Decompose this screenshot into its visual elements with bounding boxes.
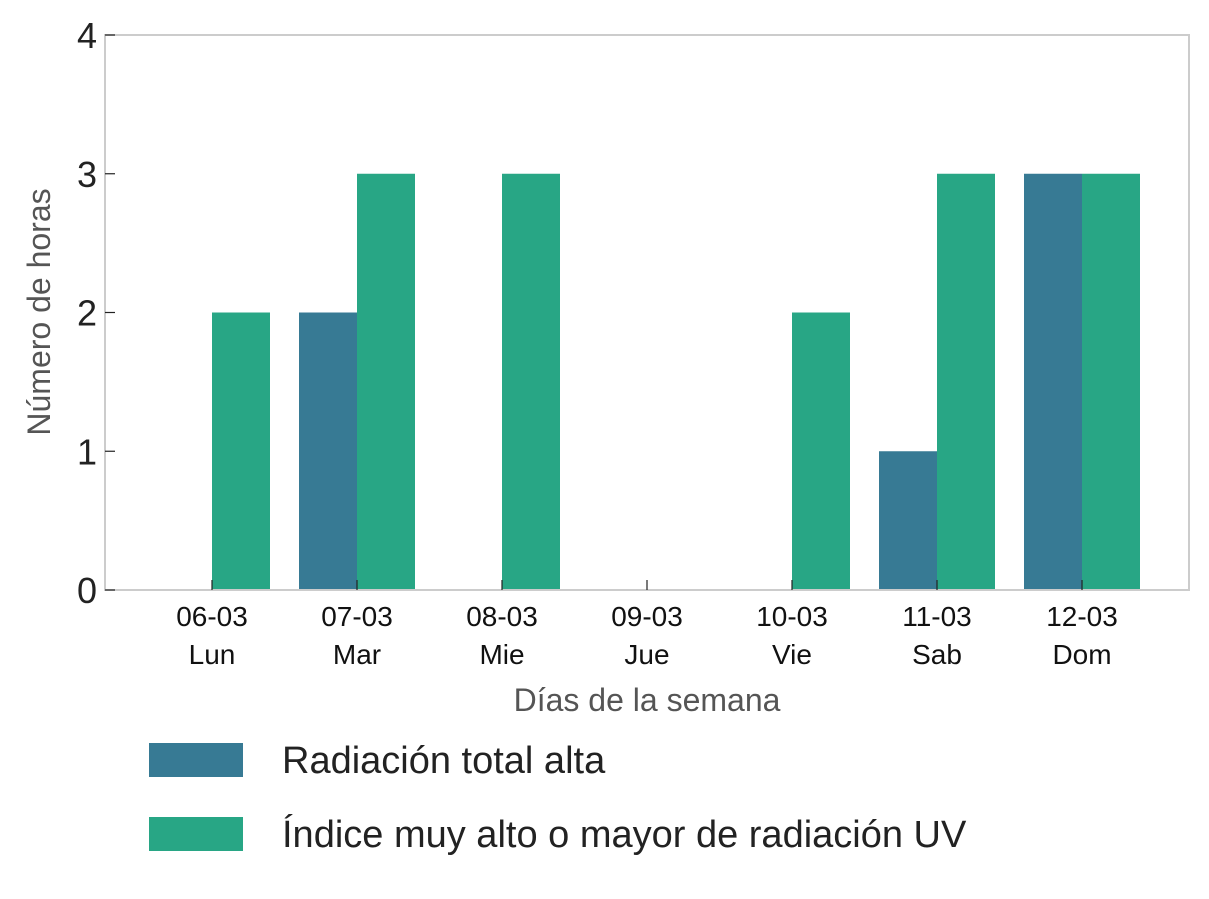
y-tick-label: 1 (77, 431, 97, 472)
x-tick-label-day: Sab (912, 639, 962, 670)
x-tick-label-date: 07-03 (321, 601, 393, 632)
x-tick-label-date: 12-03 (1046, 601, 1118, 632)
x-tick-label-date: 11-03 (902, 601, 972, 632)
legend-swatch (149, 817, 243, 851)
x-tick-label-day: Lun (189, 639, 236, 670)
bar-radiacion-total-11-03 (879, 451, 937, 590)
bar-indice-uv-07-03 (357, 173, 415, 590)
bar-indice-uv-06-03 (212, 312, 270, 590)
x-tick-label-date: 10-03 (756, 601, 828, 632)
x-tick-label-day: Jue (624, 639, 669, 670)
y-tick-label: 3 (77, 154, 97, 195)
y-tick-label: 0 (77, 570, 97, 611)
legend: Radiación total alta Índice muy alto o ma… (149, 740, 967, 856)
bar-indice-uv-12-03 (1082, 173, 1140, 590)
y-axis-ticks: 0 1 2 3 4 (77, 15, 115, 611)
bar-radiacion-total-12-03 (1024, 173, 1082, 590)
legend-label: Índice muy alto o mayor de radiación UV (282, 813, 967, 856)
bars-group (212, 173, 1140, 590)
bar-indice-uv-10-03 (792, 312, 850, 590)
x-tick-label-day: Mie (479, 639, 524, 670)
y-axis-title: Número de horas (21, 188, 57, 435)
legend-swatch (149, 743, 243, 777)
bar-indice-uv-11-03 (937, 173, 995, 590)
x-tick-label-date: 06-03 (176, 601, 248, 632)
x-tick-label-date: 08-03 (466, 601, 538, 632)
y-tick-label: 2 (77, 293, 97, 334)
y-tick-label: 4 (77, 15, 97, 56)
bar-indice-uv-08-03 (502, 173, 560, 590)
legend-label: Radiación total alta (282, 740, 606, 782)
x-tick-label-day: Mar (333, 639, 381, 670)
bar-radiacion-total-07-03 (299, 312, 357, 590)
x-tick-label-day: Dom (1052, 639, 1111, 670)
x-tick-label-day: Vie (772, 639, 812, 670)
x-tick-label-date: 09-03 (611, 601, 683, 632)
x-axis-title: Días de la semana (514, 682, 781, 718)
x-axis-ticks: 06-03 Lun 07-03 Mar 08-03 Mie 09-03 Jue 10-03 Vie… (176, 580, 1118, 670)
